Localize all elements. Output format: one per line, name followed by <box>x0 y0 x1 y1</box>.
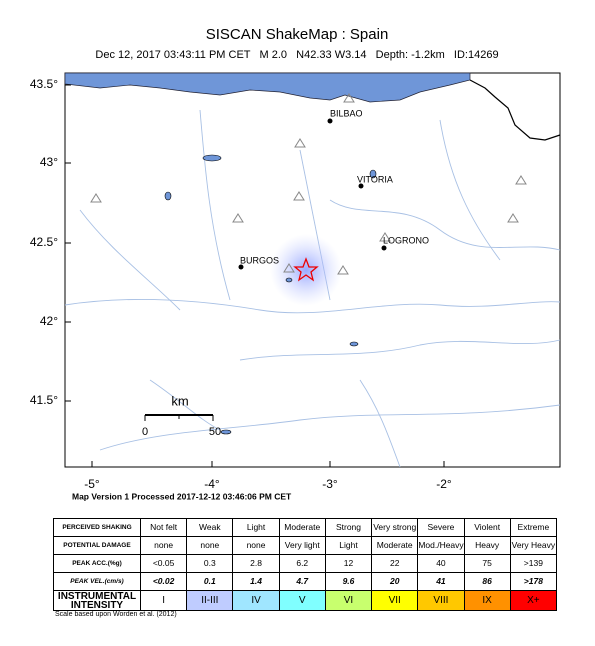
table-cell: X+ <box>509 590 558 611</box>
city-label: LOGRONO <box>383 235 429 245</box>
table-cell: 22 <box>371 554 419 573</box>
scale-bar <box>144 414 214 421</box>
intensity-table: PERCEIVED SHAKING Not felt Weak Light Modera… <box>53 518 558 611</box>
row-header: PEAK ACC.(%g) <box>53 554 141 573</box>
lon-label: -3° <box>322 477 338 491</box>
lat-label: 41.5° <box>30 393 58 407</box>
table-cell: Heavy <box>463 536 511 555</box>
table-cell: Very Heavy <box>509 536 558 555</box>
table-cell: 1.4 <box>232 572 280 591</box>
scale-end: 50 <box>209 426 221 438</box>
row-header: PEAK VEL.(cm/s) <box>53 572 141 591</box>
table-cell: VI <box>324 590 373 611</box>
lon-label: -4° <box>204 477 220 491</box>
table-cell: V <box>278 590 326 611</box>
table-row: INSTRUMENTAL INTENSITY I II-III IV V VI VII VII… <box>53 590 558 611</box>
table-cell: Light <box>232 518 280 537</box>
stations <box>90 93 527 275</box>
table-cell: VIII <box>417 590 465 611</box>
table-cell: none <box>186 536 234 555</box>
table-cell: IX <box>463 590 511 611</box>
table-cell: >139 <box>509 554 558 573</box>
table-cell: Not felt <box>139 518 188 537</box>
table-cell: <0.05 <box>139 554 188 573</box>
table-cell: Light <box>324 536 373 555</box>
table-cell: 2.8 <box>232 554 280 573</box>
subtitle: Dec 12, 2017 03:43:11 PM CET M 2.0 N42.3… <box>95 49 498 61</box>
sea <box>64 72 471 103</box>
lat-label: 42° <box>40 314 58 328</box>
title: SISCAN ShakeMap : Spain <box>206 26 389 43</box>
table-cell: none <box>232 536 280 555</box>
table-cell: 86 <box>463 572 511 591</box>
table-cell: Moderate <box>371 536 419 555</box>
scale-note: Scale based upon Worden et al. (2012) <box>55 611 177 618</box>
table-cell: Weak <box>186 518 234 537</box>
map-figure: SISCAN ShakeMap : Spain Dec 12, 2017 03:… <box>30 26 561 501</box>
table-row: POTENTIAL DAMAGE none none none Very light Li… <box>53 536 558 555</box>
table-cell: 6.2 <box>278 554 326 573</box>
table-cell: Very strong <box>371 518 419 537</box>
table-cell: II-III <box>186 590 234 611</box>
border <box>469 79 561 141</box>
table-cell: VII <box>371 590 419 611</box>
lat-label: 42.5° <box>30 235 58 249</box>
table-cell: >178 <box>509 572 558 591</box>
table-cell: 75 <box>463 554 511 573</box>
table-cell: 0.3 <box>186 554 234 573</box>
table-cell: 9.6 <box>324 572 373 591</box>
table-row: PERCEIVED SHAKING Not felt Weak Light Modera… <box>53 518 558 537</box>
table-cell: none <box>139 536 188 555</box>
table-row: PEAK ACC.(%g) <0.05 0.3 2.8 6.2 12 22 40 75 >139 <box>53 554 558 573</box>
table-row: PEAK VEL.(cm/s) <0.02 0.1 1.4 4.7 9.6 20 41 86 >1… <box>53 572 558 591</box>
table-cell: Very light <box>278 536 326 555</box>
ticks <box>65 84 445 467</box>
cities <box>238 118 387 270</box>
row-header: INSTRUMENTAL INTENSITY <box>53 590 141 611</box>
table-cell: Moderate <box>278 518 326 537</box>
scale-unit: km <box>171 393 188 408</box>
lon-label: -2° <box>436 477 452 491</box>
table-cell: 0.1 <box>186 572 234 591</box>
lakes <box>164 154 377 435</box>
city-label: BURGOS <box>240 255 279 265</box>
lat-label: 43° <box>40 155 58 169</box>
table-cell: 40 <box>417 554 465 573</box>
epicenter <box>293 257 319 282</box>
version-note: Map Version 1 Processed 2017-12-12 03:46… <box>72 491 292 501</box>
table-cell: 41 <box>417 572 465 591</box>
table-cell: IV <box>232 590 280 611</box>
table-cell: 20 <box>371 572 419 591</box>
lon-label: -5° <box>84 477 100 491</box>
table-cell: Strong <box>324 518 373 537</box>
intensity-area <box>270 234 342 306</box>
scale-start: 0 <box>142 426 148 438</box>
table-cell: 4.7 <box>278 572 326 591</box>
lat-label: 43.5° <box>30 77 58 91</box>
row-header: PERCEIVED SHAKING <box>53 518 141 537</box>
table-cell: Violent <box>463 518 511 537</box>
table-cell: Extreme <box>509 518 558 537</box>
row-header: POTENTIAL DAMAGE <box>53 536 141 555</box>
city-label: VITORIA <box>357 174 393 184</box>
table-cell: Severe <box>417 518 465 537</box>
table-cell: I <box>139 590 188 611</box>
table-cell: Mod./Heavy <box>417 536 465 555</box>
table-cell: <0.02 <box>139 572 188 591</box>
city-label: BILBAO <box>330 108 363 118</box>
table-cell: 12 <box>324 554 373 573</box>
